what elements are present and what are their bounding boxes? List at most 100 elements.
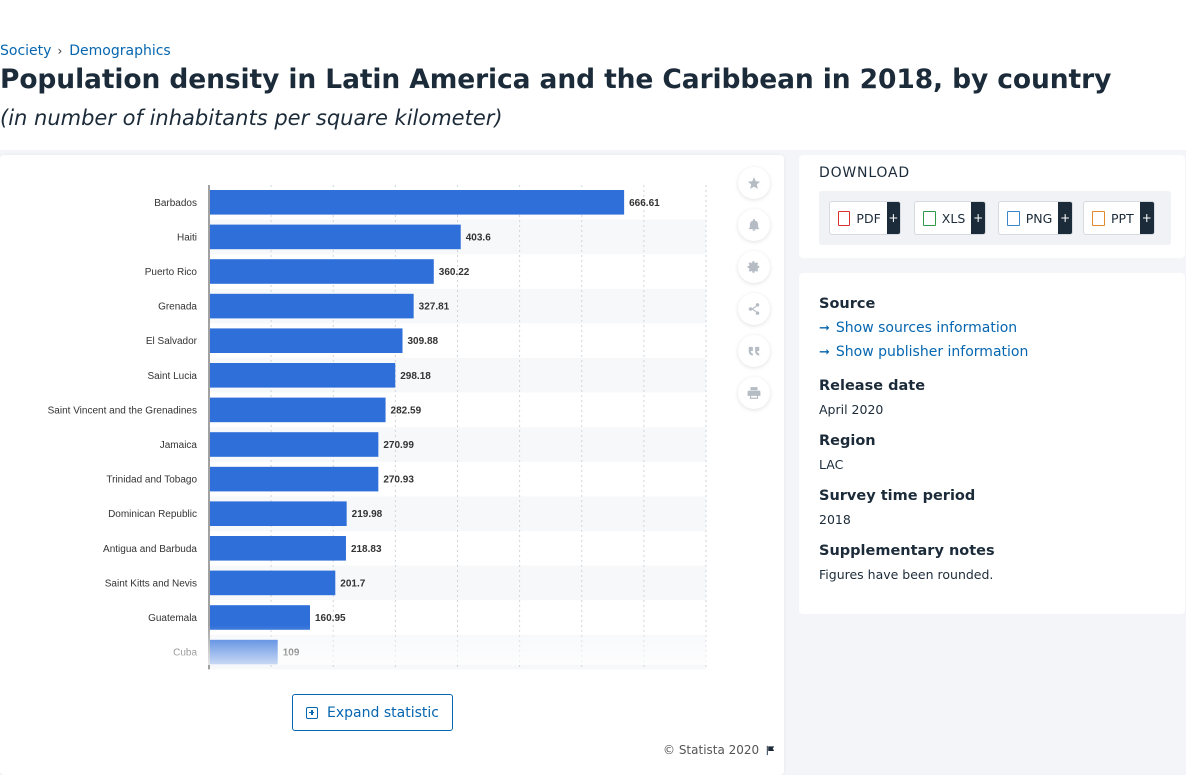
bar [210,363,396,388]
download-title: DOWNLOAD [819,165,910,181]
data-label: 403.6 [466,232,491,243]
flag-icon[interactable] [765,745,776,756]
bar [210,397,386,423]
download-xls-plus: + [971,202,985,234]
download-ppt-button[interactable]: PPT + [1083,201,1155,235]
bar [210,432,379,457]
data-label: 218.83 [351,544,382,555]
download-png-label: PNG [1025,210,1053,226]
chart-toolbar [738,167,772,419]
png-file-icon [1007,210,1020,226]
data-label: 270.99 [383,440,414,451]
release-date-heading: Release date [819,378,926,394]
category-label: Saint Vincent and the Grenadines [48,405,197,416]
page-title: Population density in Latin America and … [0,64,1112,95]
show-sources-link[interactable]: ➞ Show sources information [819,320,1017,336]
category-label: Saint Kitts and Nevis [105,578,197,589]
download-ppt-plus: + [1139,202,1154,234]
category-label: Guatemala [148,613,197,624]
category-label: Trinidad and Tobago [106,475,197,486]
print-icon [747,387,761,399]
chart-card: Barbados 666.61 Haiti 403.6 Puerto Rico 360.2… [0,155,784,775]
bar [210,536,346,561]
data-label: 309.88 [408,336,439,347]
xls-file-icon [923,210,936,226]
star-icon [747,177,761,189]
data-label: 219.98 [352,509,383,520]
expand-statistic-label: Expand statistic [327,704,439,721]
category-label: Cuba [173,648,197,659]
bar-chart: Barbados 666.61 Haiti 403.6 Puerto Rico 360.2… [48,185,707,670]
gear-icon [747,261,760,273]
expand-statistic-button[interactable]: Expand statistic [292,694,453,731]
region-heading: Region [819,433,876,449]
show-publisher-link[interactable]: ➞ Show publisher information [819,344,1028,360]
share-button[interactable] [738,293,770,325]
statistic-info-panel: Source ➞ Show sources information ➞ Show… [799,273,1185,614]
release-date-value: April 2020 [819,402,884,417]
bar [210,501,347,526]
bar [210,190,625,215]
download-pdf-label: PDF [856,210,881,226]
data-label: 298.18 [400,371,431,382]
download-png-plus: + [1058,202,1072,234]
quote-icon [748,346,760,356]
category-label: Antigua and Barbuda [103,544,197,555]
category-label: Puerto Rico [145,267,198,278]
breadcrumb-society-link[interactable]: Society [0,43,52,59]
category-label: Dominican Republic [108,509,197,520]
data-label: 109 [283,648,300,659]
show-sources-label: Show sources information [835,320,1018,336]
copyright: © Statista 2020 [663,743,776,757]
data-label: 201.7 [340,578,365,589]
category-label: Barbados [154,198,197,209]
breadcrumb-separator: › [57,44,63,58]
download-pdf-button[interactable]: PDF + [829,201,901,235]
bar [210,605,310,630]
header-band [0,0,1186,150]
data-label: 282.59 [391,405,422,416]
download-buttons: PDF + XLS + PNG + PPT + [819,191,1171,245]
download-png-button[interactable]: PNG + [998,201,1073,235]
bar [210,293,414,319]
share-icon [748,303,760,315]
bar [210,224,461,250]
breadcrumb: Society › Demographics [0,43,171,59]
data-label: 327.81 [419,302,450,313]
supplementary-notes-value: Figures have been rounded. [819,567,994,582]
breadcrumb-demographics-link[interactable]: Demographics [69,43,171,59]
survey-period-value: 2018 [819,512,851,527]
data-label: 666.61 [629,198,660,209]
arrow-right-icon: ➞ [819,344,830,360]
bar [210,570,336,596]
show-publisher-label: Show publisher information [835,344,1029,360]
download-xls-button[interactable]: XLS + [914,201,986,235]
data-label: 160.95 [315,613,346,624]
download-xls-label: XLS [941,210,966,226]
settings-button[interactable] [738,251,770,283]
pdf-file-icon [838,210,851,226]
data-label: 270.93 [383,475,414,486]
category-label: El Salvador [146,336,198,347]
supplementary-notes-heading: Supplementary notes [819,543,995,559]
copyright-text: © Statista 2020 [663,743,760,757]
notify-button[interactable] [738,209,770,241]
download-ppt-label: PPT [1111,210,1134,226]
survey-period-heading: Survey time period [819,488,976,504]
bar [210,466,379,492]
bar [210,328,403,353]
data-label: 360.22 [439,267,470,278]
category-label: Jamaica [160,440,198,451]
bar [210,259,434,284]
arrow-right-icon: ➞ [819,320,830,336]
cite-button[interactable] [738,335,770,367]
category-label: Haiti [177,232,197,243]
category-label: Saint Lucia [148,371,198,382]
download-pdf-plus: + [886,202,900,234]
favorite-button[interactable] [738,167,770,199]
print-button[interactable] [738,377,770,409]
bell-icon [748,218,760,231]
bar [210,639,278,665]
category-label: Grenada [158,302,197,313]
ppt-file-icon [1092,210,1105,226]
